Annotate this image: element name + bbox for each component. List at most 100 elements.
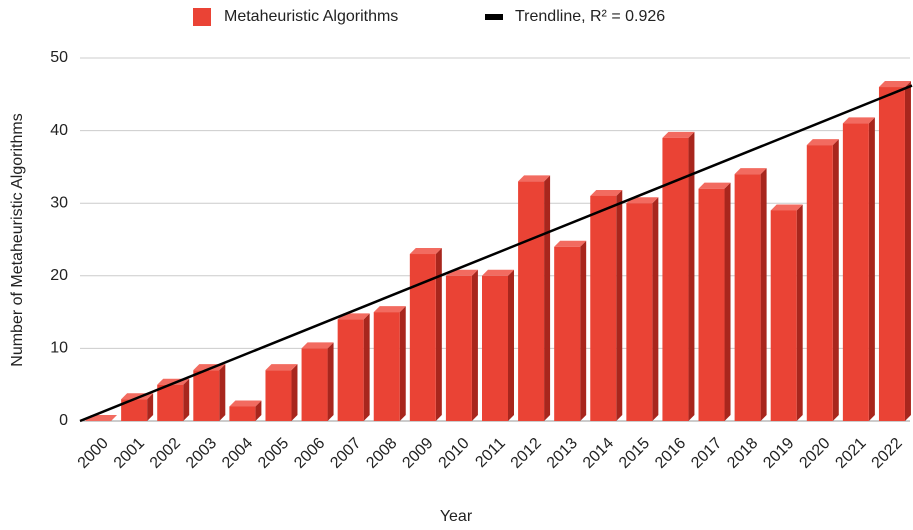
bar-front [518, 181, 545, 421]
bar-top [554, 240, 587, 247]
x-tick-label: 2000 [75, 435, 112, 472]
bar-front [806, 145, 833, 421]
bar-side [147, 393, 154, 421]
bar [301, 342, 334, 421]
bar-front [121, 399, 148, 421]
bar [842, 117, 875, 421]
bar [662, 131, 695, 422]
bar-front [770, 210, 797, 421]
bar-top [229, 400, 262, 407]
bar-top [770, 204, 803, 211]
bar-front [265, 370, 292, 421]
bar-side [616, 189, 623, 421]
trendline [79, 84, 913, 423]
legend-label: Metaheuristic Algorithms [224, 8, 398, 25]
bar [265, 364, 298, 421]
y-tick-label: 0 [59, 412, 68, 429]
x-tick-label: 2021 [832, 435, 869, 472]
bar-side [435, 248, 442, 421]
bar-front [157, 384, 184, 421]
x-tick-label: 2019 [760, 435, 797, 472]
bar [445, 269, 478, 421]
bar-top [301, 342, 334, 349]
bar-top [482, 269, 514, 276]
bar-side [688, 131, 695, 422]
bar [554, 240, 587, 421]
bar-top [409, 248, 442, 255]
bar-front [878, 87, 905, 421]
bar-side [760, 168, 767, 421]
bar-front [842, 123, 869, 421]
bar-top [373, 306, 406, 313]
y-tick-label: 30 [50, 194, 68, 211]
bar [806, 139, 839, 421]
bar-top [698, 182, 731, 189]
bar [734, 168, 767, 421]
x-tick-label: 2008 [363, 435, 400, 472]
bar [229, 400, 262, 421]
bar-side [399, 306, 406, 421]
bar-side [652, 197, 659, 421]
bar-side [219, 364, 226, 421]
bar-front [698, 188, 725, 421]
x-tick-label: 2015 [616, 435, 653, 472]
bar-side [183, 378, 190, 421]
x-tick-label: 2018 [724, 435, 761, 472]
legend-label: Trendline, R² = 0.926 [515, 8, 665, 25]
bar-side [327, 342, 334, 421]
bar-front [229, 406, 256, 421]
x-tick-label: 2014 [580, 435, 617, 472]
bar-top [518, 175, 551, 182]
bar-top [878, 81, 911, 88]
y-tick-label: 40 [50, 122, 68, 139]
bar-top [265, 364, 298, 371]
y-tick-label: 20 [50, 267, 68, 284]
bar-side [796, 204, 803, 421]
x-tick-label: 2001 [111, 435, 148, 472]
bar-front [626, 203, 653, 421]
bar-side [580, 240, 587, 421]
bar-front [337, 319, 364, 421]
x-tick-label: 2010 [436, 435, 473, 472]
bar-side [904, 81, 911, 421]
x-tick-label: 2007 [327, 435, 364, 472]
bar [337, 313, 370, 421]
x-tick-label: 2020 [796, 435, 833, 472]
bar [373, 306, 406, 421]
x-tick-label: 2022 [869, 435, 906, 472]
x-axis-title: Year [440, 508, 473, 525]
bar-side [508, 269, 514, 421]
x-tick-label: 2017 [688, 435, 725, 472]
bar-side [471, 269, 478, 421]
bar [770, 204, 803, 421]
x-tick-label: 2016 [652, 435, 689, 472]
bar [626, 197, 659, 421]
bar [482, 269, 514, 421]
legend-swatch [193, 8, 211, 26]
bar-front [301, 348, 328, 421]
x-tick-label: 2004 [219, 435, 256, 472]
bar [518, 175, 551, 421]
bar-side [724, 182, 731, 421]
bar-top [842, 117, 875, 124]
bar-front [482, 275, 508, 421]
bar [878, 81, 911, 421]
bar [698, 182, 731, 421]
bar-front [734, 174, 761, 421]
bar-front [193, 370, 220, 421]
x-tick-label: 2006 [291, 435, 328, 472]
y-tick-label: 50 [50, 49, 68, 66]
legend-swatch [485, 14, 503, 20]
x-tick-label: 2013 [544, 435, 581, 472]
bar [409, 248, 442, 421]
bar-top [590, 189, 623, 196]
bar-side [291, 364, 298, 421]
y-tick-label: 10 [50, 340, 68, 357]
x-tick-label: 2005 [255, 435, 292, 472]
bar-side [255, 400, 262, 421]
bar [590, 189, 623, 421]
x-tick-label: 2011 [472, 435, 508, 471]
bar-front [554, 246, 581, 421]
bar [157, 378, 190, 421]
